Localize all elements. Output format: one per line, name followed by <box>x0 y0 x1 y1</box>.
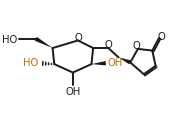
Polygon shape <box>35 38 53 49</box>
Polygon shape <box>91 62 106 66</box>
Polygon shape <box>118 58 131 65</box>
Text: O: O <box>105 40 112 50</box>
Text: OH: OH <box>108 58 123 68</box>
Text: O: O <box>132 41 140 51</box>
Text: O: O <box>157 32 165 41</box>
Text: HO: HO <box>2 34 18 44</box>
Text: OH: OH <box>65 86 81 96</box>
Text: HO: HO <box>23 58 38 68</box>
Text: O: O <box>74 32 82 42</box>
